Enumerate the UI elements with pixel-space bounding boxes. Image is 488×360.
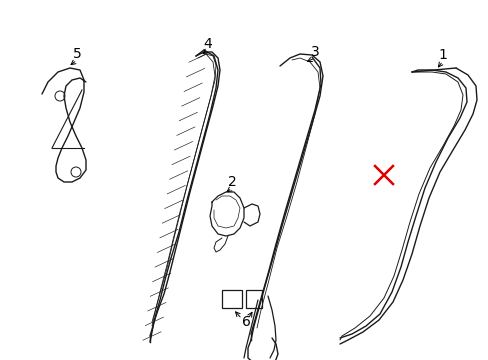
Text: 6: 6 <box>241 315 250 329</box>
Text: 2: 2 <box>227 175 236 189</box>
Text: 3: 3 <box>310 45 319 59</box>
Text: 4: 4 <box>203 37 212 51</box>
Bar <box>245 290 262 308</box>
Text: 1: 1 <box>438 48 447 62</box>
Bar <box>222 290 242 308</box>
Text: 5: 5 <box>73 47 81 61</box>
